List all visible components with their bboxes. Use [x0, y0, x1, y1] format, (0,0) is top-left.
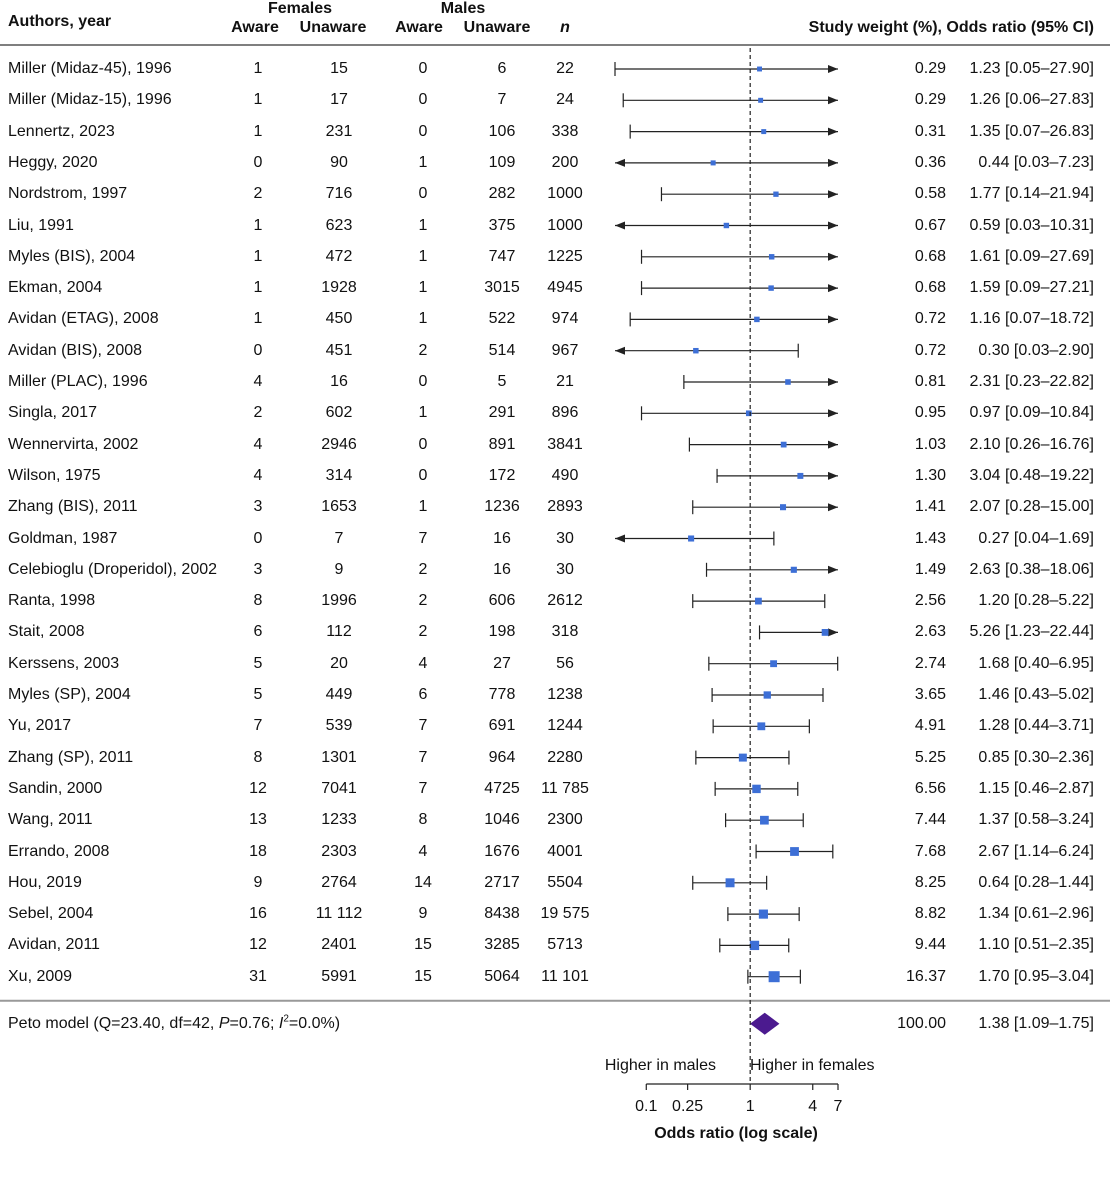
pooled-diamond [750, 1013, 779, 1035]
point-estimate [769, 254, 774, 259]
point-estimate [746, 410, 752, 416]
forest-plot [0, 0, 1110, 1200]
point-estimate [791, 567, 797, 573]
ci-left-arrow [615, 535, 625, 543]
point-estimate [769, 971, 780, 982]
point-estimate [757, 722, 765, 730]
ci-right-arrow [828, 628, 838, 636]
point-estimate [757, 67, 762, 72]
point-estimate [761, 129, 766, 134]
point-estimate [773, 192, 778, 197]
ci-left-arrow [615, 222, 625, 230]
ci-right-arrow [828, 441, 838, 449]
ci-left-arrow [615, 159, 625, 167]
point-estimate [760, 816, 769, 825]
ci-right-arrow [828, 566, 838, 574]
point-estimate [711, 160, 716, 165]
point-estimate [726, 878, 735, 887]
point-estimate [781, 442, 787, 448]
ci-right-arrow [828, 253, 838, 261]
point-estimate [750, 941, 759, 950]
point-estimate [752, 785, 760, 793]
point-estimate [822, 629, 829, 636]
ci-right-arrow [828, 190, 838, 198]
point-estimate [759, 910, 768, 919]
point-estimate [693, 348, 698, 353]
ci-left-arrow [615, 347, 625, 355]
point-estimate [790, 847, 799, 856]
ci-right-arrow [828, 409, 838, 417]
point-estimate [770, 660, 777, 667]
point-estimate [758, 98, 763, 103]
point-estimate [768, 285, 773, 290]
ci-right-arrow [828, 378, 838, 386]
point-estimate [754, 317, 759, 322]
ci-right-arrow [828, 128, 838, 136]
point-estimate [785, 379, 791, 385]
point-estimate [688, 535, 694, 541]
ci-right-arrow [828, 284, 838, 292]
ci-right-arrow [828, 472, 838, 480]
point-estimate [724, 223, 729, 228]
ci-right-arrow [828, 222, 838, 230]
ci-right-arrow [828, 159, 838, 167]
point-estimate [739, 754, 747, 762]
point-estimate [780, 504, 786, 510]
point-estimate [755, 598, 762, 605]
ci-right-arrow [828, 96, 838, 104]
ci-right-arrow [828, 315, 838, 323]
point-estimate [797, 473, 803, 479]
ci-right-arrow [828, 503, 838, 511]
point-estimate [764, 691, 771, 698]
ci-right-arrow [828, 65, 838, 73]
